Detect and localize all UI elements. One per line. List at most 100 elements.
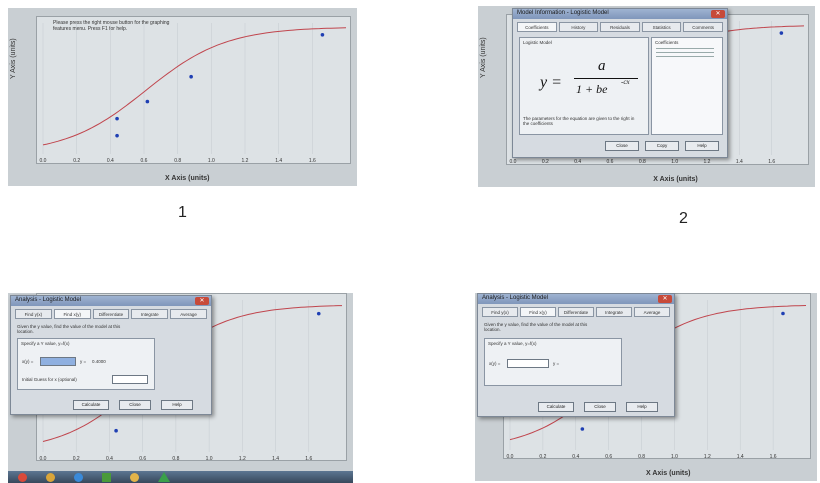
- tab-find-xy[interactable]: Find x(y): [520, 307, 556, 317]
- tab-find-yx[interactable]: Find y(x): [482, 307, 518, 317]
- analysis-description: Given the y value, find the value of the…: [484, 322, 588, 332]
- x-tick-label: 0.4: [107, 158, 114, 164]
- y-axis-label: Y Axis (units): [10, 38, 17, 80]
- y-value-group: Specify a Y value, y=f(x) x(y) = y =: [484, 338, 622, 386]
- x-tick-label: 0.8: [638, 454, 645, 460]
- x-tick-label: 1.4: [272, 456, 279, 462]
- x-tick-label: 1.0: [671, 159, 678, 165]
- tab-find-xy[interactable]: Find x(y): [53, 309, 91, 319]
- tab-average[interactable]: Average: [170, 309, 207, 319]
- tab-differentiate[interactable]: Differentiate: [92, 309, 130, 319]
- analysis-title: Analysis - Logistic Model: [15, 297, 82, 303]
- x-tick-label: 0.4: [106, 456, 113, 462]
- tab-average[interactable]: Average: [634, 307, 670, 317]
- eq-denominator: 1 + be: [576, 82, 608, 96]
- coef-line: [656, 52, 714, 53]
- x-tick-label: 1.6: [309, 158, 316, 164]
- x-tick-label: 0.2: [73, 158, 80, 164]
- close-button[interactable]: Close: [584, 402, 616, 412]
- taskbar-icon[interactable]: [130, 473, 139, 482]
- x-input[interactable]: [40, 357, 76, 366]
- x-tick-label: 1.2: [704, 454, 711, 460]
- x-tick-label: 1.4: [275, 158, 282, 164]
- x-tick-label: 0.2: [73, 456, 80, 462]
- tab-coefficients[interactable]: Coefficients: [517, 22, 557, 32]
- data-point[interactable]: [781, 311, 785, 316]
- fit-curve: [42, 27, 347, 146]
- data-point[interactable]: [189, 74, 193, 79]
- x-tick-label: 0.4: [574, 159, 581, 165]
- caption-1: 1: [178, 204, 187, 221]
- coef-line: [656, 56, 714, 57]
- taskbar-icon[interactable]: [102, 473, 111, 482]
- x-tick-label: 1.6: [768, 159, 775, 165]
- tab-integrate[interactable]: Integrate: [131, 309, 169, 319]
- graph-hint: Please press the right mouse button for …: [53, 20, 170, 32]
- analysis-tabs: Find y(x) Find x(y) Differentiate Integr…: [15, 309, 207, 319]
- data-point[interactable]: [115, 133, 119, 138]
- close-icon[interactable]: ✕: [711, 10, 725, 18]
- x-tick-label: 1.2: [242, 158, 249, 164]
- tab-residuals[interactable]: Residuals: [600, 22, 640, 32]
- tab-statistics[interactable]: Statistics: [641, 22, 682, 32]
- taskbar-icon[interactable]: [74, 473, 83, 482]
- x-tick-label: 1.0: [206, 456, 213, 462]
- chart-svg[interactable]: 0.0 0.2 0.4 0.6 0.8 1.0 1.2 1.4 1.6: [37, 17, 352, 164]
- data-point[interactable]: [115, 116, 119, 121]
- data-point[interactable]: [779, 31, 784, 35]
- data-point[interactable]: [114, 428, 118, 433]
- tab-history[interactable]: History: [558, 22, 599, 32]
- close-button[interactable]: Close: [119, 400, 151, 410]
- taskbar-icon[interactable]: [18, 473, 27, 482]
- dialog-titlebar[interactable]: Model Information - Logistic Model ✕: [513, 9, 727, 19]
- x-tick-label: 1.4: [737, 454, 744, 460]
- data-point[interactable]: [145, 99, 150, 104]
- data-point[interactable]: [316, 311, 321, 316]
- y-prefix: y =: [80, 359, 87, 364]
- x-tick-label: 0.6: [605, 454, 612, 460]
- coefficients-label: Coefficients: [655, 40, 679, 45]
- analysis-dialog-2: Analysis - Logistic Model ✕ Find y(x) Fi…: [477, 293, 675, 417]
- help-button[interactable]: Help: [626, 402, 658, 412]
- y-value-group: Specify a Y value, y=f(x) x(y) = y = 0.4…: [17, 338, 155, 390]
- data-point[interactable]: [320, 32, 325, 37]
- x-tick-label: 0.2: [542, 159, 549, 165]
- analysis-tabs-2: Find y(x) Find x(y) Differentiate Integr…: [482, 307, 670, 317]
- help-button[interactable]: Help: [685, 141, 719, 151]
- x-prefix: x(y) =: [22, 359, 34, 364]
- close-icon[interactable]: ✕: [195, 297, 209, 305]
- taskbar-icon[interactable]: [158, 472, 170, 482]
- initial-guess-input[interactable]: [112, 375, 148, 384]
- x-input[interactable]: [507, 359, 549, 368]
- close-icon[interactable]: ✕: [658, 295, 672, 303]
- taskbar-icon[interactable]: [46, 473, 55, 482]
- tab-comments[interactable]: Comments: [683, 22, 723, 32]
- eq-numerator: a: [598, 58, 606, 74]
- analysis-titlebar-2[interactable]: Analysis - Logistic Model ✕: [478, 294, 674, 304]
- x-tick-label: 0.8: [639, 159, 646, 165]
- tab-integrate[interactable]: Integrate: [596, 307, 632, 317]
- x-axis-label: X Axis (units): [165, 175, 210, 182]
- y-prefix: y =: [553, 361, 560, 366]
- x-tick-label: 0.6: [607, 159, 614, 165]
- tab-find-yx[interactable]: Find y(x): [15, 309, 52, 319]
- x-tick-label: 0.8: [174, 158, 181, 164]
- fraction-bar: [574, 78, 638, 79]
- photo-3-analysis: 0.00.20.40.60.81.01.21.41.6 X Axis (unit…: [8, 293, 353, 483]
- close-button[interactable]: Close: [605, 141, 639, 151]
- calculate-button[interactable]: Calculate: [73, 400, 109, 410]
- x-tick-label: 1.6: [305, 456, 312, 462]
- help-button[interactable]: Help: [161, 400, 193, 410]
- calculate-button[interactable]: Calculate: [538, 402, 574, 412]
- x-tick-label: 0.4: [572, 454, 579, 460]
- data-point[interactable]: [580, 427, 585, 431]
- plot-area: Please press the right mouse button for …: [36, 16, 351, 164]
- group-label: Specify a Y value, y=f(x): [488, 341, 537, 346]
- copy-button[interactable]: Copy: [645, 141, 679, 151]
- x-tick-label: 0.0: [40, 158, 47, 164]
- equation-note: The parameters for the equation are give…: [523, 116, 635, 126]
- analysis-titlebar[interactable]: Analysis - Logistic Model ✕: [11, 296, 211, 306]
- x-tick-label: 1.4: [736, 159, 743, 165]
- tab-differentiate[interactable]: Differentiate: [558, 307, 594, 317]
- coefficients-list[interactable]: Coefficients: [651, 37, 723, 135]
